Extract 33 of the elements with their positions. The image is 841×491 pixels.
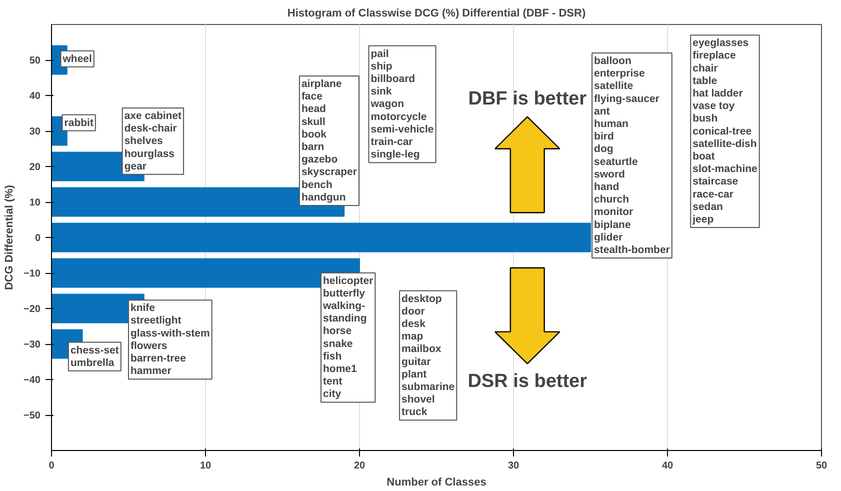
y-tick-label: −50 (24, 410, 41, 422)
y-tick-label: 20 (29, 162, 41, 173)
annotation: DBF is better (468, 88, 588, 110)
x-tick-label: 50 (816, 460, 828, 472)
x-tick-label: 40 (662, 460, 674, 472)
y-axis-title: DCG Differential (%) (4, 184, 16, 290)
text: balloon enterprise satellite flying-saucer ant human bird dog seaturtle sword hand church monitor biplane glider stealth-bomber (594, 55, 670, 256)
annotation: rabbit (64, 116, 94, 129)
x-tick-label: 20 (354, 460, 366, 472)
x-tick-label: 30 (508, 460, 520, 472)
annotation: knife streetlight glass-with-stem flowers barren-tree hammer (130, 302, 210, 378)
y-tick-label: 0 (34, 233, 41, 244)
text: eyeglasses fireplace chair table hat ladder vase toy bush conical-tree satellite-dish boat slot-machine staircase race-car sedan jeep (692, 37, 758, 226)
x-tick-label: 0 (48, 460, 55, 472)
y-tick-label: −40 (24, 375, 41, 386)
text: helicopter butterfly walking- standing horse snake fish home1 tent city (323, 274, 374, 400)
y-tick-label: 30 (29, 126, 41, 138)
y-tick-label: −20 (24, 304, 41, 315)
x-axis-title: Number of Classes (386, 476, 486, 488)
annotation: DSR is better (468, 370, 588, 392)
y-tick-label: 10 (29, 198, 41, 208)
y-tick-label: −10 (24, 268, 41, 280)
annotation: chess-set umbrella (70, 344, 120, 369)
text: pail ship billboard sink wagon motorcycle semi-vehicle train-car single-leg (370, 48, 434, 161)
y-tick-label: −30 (24, 340, 41, 350)
y-tick-label: 40 (29, 91, 41, 102)
x-tick-label: 10 (200, 460, 212, 472)
text: airplane face head skull book barn gazebo skyscraper bench handgun (301, 78, 357, 204)
text: desktop door desk map mailbox guitar plant submarine shovel truck (402, 292, 455, 418)
annotation: wheel (62, 52, 92, 65)
chart-title: Histogram of Classwise DCG (%) Differential (DBF - DSR) (287, 8, 586, 20)
annotation: axe cabinet desk-chair shelves hourglass gear (124, 110, 182, 172)
y-tick-label: 50 (29, 56, 41, 66)
